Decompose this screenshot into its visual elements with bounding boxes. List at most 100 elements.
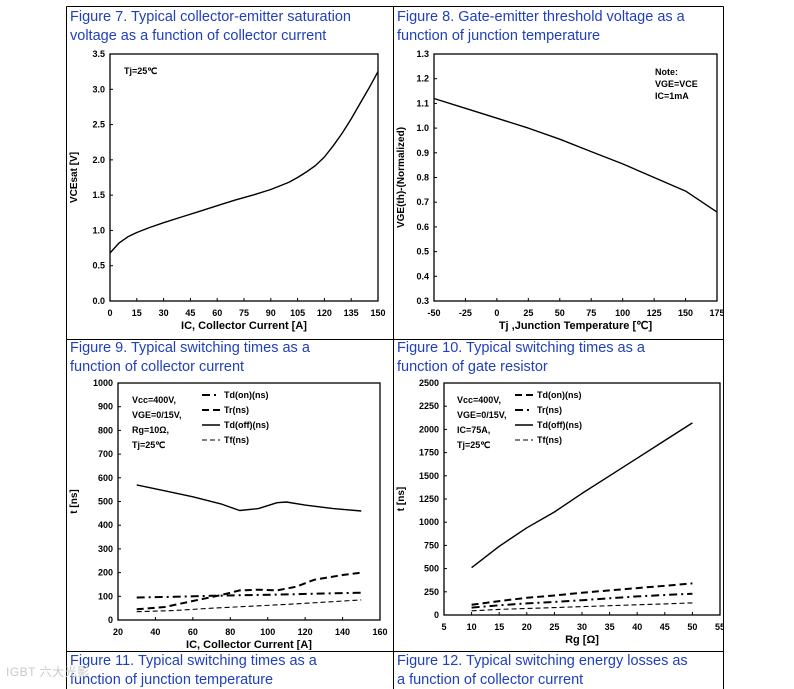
plot-area: [109, 53, 379, 302]
figure-12-caption: Figure 12. Typical switching energy loss…: [397, 652, 722, 689]
series-line-tj-25: [109, 71, 379, 254]
x-tick-label: 90: [266, 308, 276, 318]
y-tick-label: 400: [98, 520, 113, 530]
caption-line: Figure 7. Typical collector-emitter satu…: [70, 9, 351, 25]
chart-annotation: VGE=0/15V,: [457, 410, 506, 420]
x-tick-label: 0: [494, 308, 499, 318]
y-tick-label: 3.0: [92, 84, 105, 94]
y-tick-label: 500: [98, 497, 113, 507]
y-tick-label: 1.0: [416, 123, 429, 133]
series-line-vge-th: [433, 97, 718, 213]
series-line-tf-ns: [136, 599, 362, 613]
caption-line: Figure 11. Typical switching times as a: [70, 653, 317, 669]
y-axis-label: t [ns]: [396, 487, 407, 511]
x-tick-label: 45: [185, 308, 195, 318]
x-tick-label: 160: [372, 627, 387, 637]
legend-label: Tf(ns): [537, 435, 562, 445]
caption-line: voltage as a function of collector curre…: [70, 27, 327, 44]
legend-label: Td(off)(ns): [224, 420, 269, 430]
y-tick-label: 1000: [419, 517, 439, 527]
x-tick-label: 5: [441, 622, 446, 632]
chart-annotation: Tj=25℃: [124, 66, 157, 76]
y-tick-label: 1.2: [416, 74, 429, 84]
x-axis-label: IC, Collector Current [A]: [181, 320, 307, 332]
y-tick-label: 100: [98, 591, 113, 601]
chart-annotation: VGE=VCE: [655, 79, 698, 89]
legend-label: Td(on)(ns): [224, 390, 268, 400]
x-tick-label: 55: [715, 622, 723, 632]
y-tick-label: 1.5: [92, 190, 105, 200]
chart-fig9: 0 100 200 300 400 500 600 700 800 900 1000 20 40 60 80…: [69, 378, 388, 650]
y-tick-label: 900: [98, 402, 113, 412]
y-axis-label: VCEsat [V]: [69, 152, 80, 203]
chart-annotation: Rg=10Ω,: [132, 425, 169, 435]
x-tick-label: 30: [577, 622, 587, 632]
chart-annotation: VGE=0/15V,: [132, 410, 181, 420]
caption-line: Figure 12. Typical switching energy loss…: [397, 653, 688, 669]
y-tick-label: 1750: [419, 448, 439, 458]
chart-annotation: Tj=25℃: [132, 440, 165, 450]
legend-label: Td(on)(ns): [537, 390, 581, 400]
legend-label: Td(off)(ns): [537, 420, 582, 430]
y-tick-label: 0.7: [416, 197, 429, 207]
x-tick-label: 20: [522, 622, 532, 632]
y-tick-label: 2500: [419, 378, 439, 388]
chart-fig10: 0 250 500 750 1000 1250 1500 1750 2000 2250 2500 5 1…: [396, 378, 723, 646]
x-tick-label: 100: [615, 308, 630, 318]
chart-fig8: 0.3 0.4 0.5 0.6 0.7 0.8 0.9 1.0 1.1 1.2 1.3 -50 -25 0…: [396, 49, 723, 332]
x-tick-label: 40: [150, 627, 160, 637]
y-tick-label: 2000: [419, 424, 439, 434]
figure-8-caption: Figure 8. Gate-emitter threshold voltage…: [397, 8, 722, 45]
x-tick-label: 20: [113, 627, 123, 637]
caption-line: function of junction temperature: [70, 671, 274, 688]
x-tick-label: 175: [709, 308, 723, 318]
y-tick-label: 200: [98, 568, 113, 578]
x-tick-label: 45: [660, 622, 670, 632]
x-tick-label: 60: [212, 308, 222, 318]
y-tick-label: 1.0: [92, 225, 105, 235]
watermark: IGBT 六大光影: [6, 665, 90, 679]
caption-line: Figure 10. Typical switching times as a: [397, 340, 645, 356]
y-tick-label: 2.5: [92, 120, 105, 130]
y-tick-label: 1.1: [416, 98, 429, 108]
x-tick-label: 75: [239, 308, 249, 318]
figure-10-caption: Figure 10. Typical switching times as a …: [397, 339, 722, 376]
series-line-tf-ns: [471, 602, 693, 612]
chart-annotation: IC=1mA: [655, 91, 689, 101]
series-line-td-off-ns: [136, 484, 362, 512]
y-tick-label: 0.9: [416, 148, 429, 158]
y-tick-label: 1.3: [416, 49, 429, 59]
x-tick-label: 125: [647, 308, 662, 318]
y-tick-label: 1500: [419, 471, 439, 481]
y-tick-label: 700: [98, 449, 113, 459]
series-line-tr-ns: [471, 592, 693, 609]
legend-label: Tf(ns): [224, 435, 249, 445]
x-tick-label: 140: [335, 627, 350, 637]
x-tick-label: 10: [467, 622, 477, 632]
caption-line: function of collector current: [70, 358, 245, 375]
chart-annotation: Vcc=400V,: [457, 395, 501, 405]
caption-line: a function of collector current: [397, 671, 584, 688]
x-tick-label: 50: [555, 308, 565, 318]
y-tick-label: 600: [98, 473, 113, 483]
x-tick-label: 15: [132, 308, 142, 318]
y-tick-label: 300: [98, 544, 113, 554]
chart-annotation: Tj=25℃: [457, 440, 490, 450]
x-tick-label: 150: [678, 308, 693, 318]
y-tick-label: 0.8: [416, 173, 429, 183]
x-tick-label: 25: [523, 308, 533, 318]
y-tick-label: 0.3: [416, 296, 429, 306]
chart-annotation: Vcc=400V,: [132, 395, 176, 405]
caption-line: Figure 9. Typical switching times as a: [70, 340, 310, 356]
series-line-td-on-ns: [471, 582, 693, 606]
x-tick-label: 80: [225, 627, 235, 637]
legend-label: Tr(ns): [537, 405, 562, 415]
x-axis-label: IC, Collector Current [A]: [186, 639, 312, 650]
y-tick-label: 2.0: [92, 155, 105, 165]
y-tick-label: 0.6: [416, 222, 429, 232]
x-tick-label: 100: [260, 627, 275, 637]
figure-7-caption: Figure 7. Typical collector-emitter satu…: [70, 8, 392, 45]
y-tick-label: 500: [424, 564, 439, 574]
y-tick-label: 2250: [419, 401, 439, 411]
